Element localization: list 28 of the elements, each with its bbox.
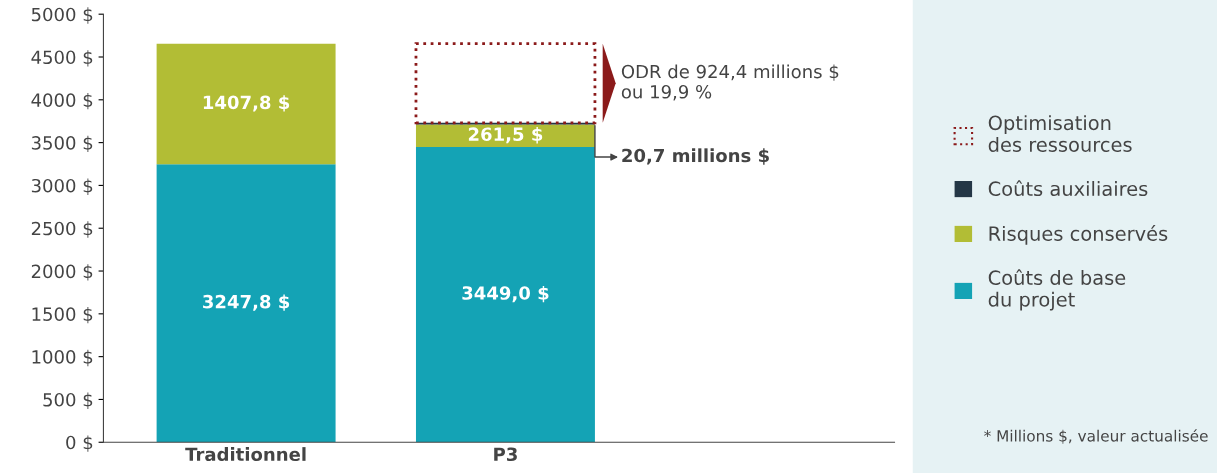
data-label: 3449,0 $ (462, 285, 549, 303)
y-tick-label: 2000 $ (31, 264, 93, 281)
x-tick-label: Traditionnel (185, 447, 306, 462)
y-tick-label: 2500 $ (31, 221, 93, 238)
annotation: 20,7 millions $ (622, 148, 769, 165)
y-tick-label: 500 $ (43, 392, 93, 409)
bar (156, 164, 336, 443)
y-tick-label: 1000 $ (32, 349, 93, 367)
y-tick-label: 3000 $ (31, 178, 93, 195)
text: * Millions $, valeur actualisée (984, 429, 1208, 444)
bar (414, 42, 597, 125)
x-tick-label: P3 (494, 447, 517, 462)
annotation: ODR de 924,4 millions $ ou 19,9 % (621, 64, 839, 101)
bar (156, 43, 336, 165)
legend-label: Coûts de base du projet (988, 269, 1126, 311)
data-label: 3247,8 $ (203, 294, 290, 311)
y-tick-label: 0 $ (66, 435, 93, 452)
y-tick-label: 5000 $ (31, 7, 93, 24)
data-label: 261,5 $ (468, 127, 543, 144)
legend-label: Risques conservés (989, 225, 1168, 245)
y-tick-label: 4500 $ (31, 50, 93, 67)
y-tick-label: 4000 $ (31, 92, 93, 110)
legend-label: Coûts auxiliaires (988, 180, 1148, 197)
legend-label: Optimisation des ressources (988, 115, 1132, 152)
y-tick-label: 1500 $ (32, 306, 93, 324)
y-tick-label: 3500 $ (31, 135, 93, 153)
data-label: 1407,8 $ (203, 95, 290, 112)
bar (415, 146, 595, 443)
